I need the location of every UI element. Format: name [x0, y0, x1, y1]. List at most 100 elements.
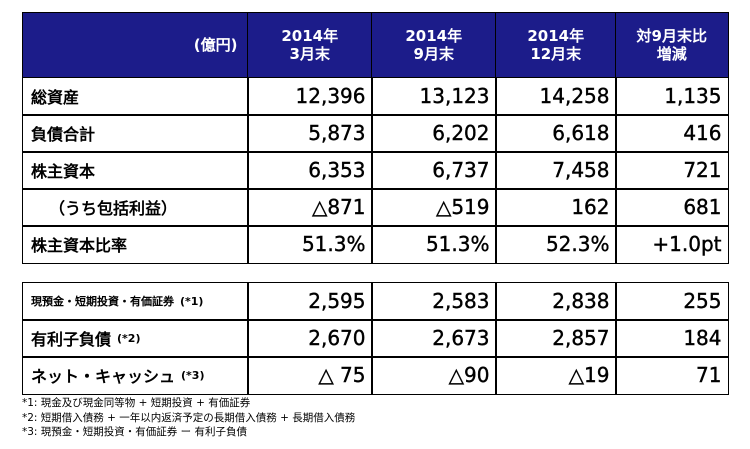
value: 6,737: [432, 158, 490, 183]
value: 12,396: [295, 84, 366, 109]
value-cell: +1.0pt: [615, 225, 729, 264]
value: 681: [683, 195, 722, 220]
row-note: (*2): [117, 331, 141, 345]
row-label: 現預金・短期投資・有価証券: [31, 295, 174, 309]
value-cell: 2,857: [495, 319, 617, 358]
row-label: 有利子負債: [31, 330, 112, 350]
row-note: (*1): [180, 294, 204, 308]
value: 721: [683, 158, 722, 183]
value: 51.3%: [301, 232, 366, 257]
value-cell: 12,396: [247, 77, 373, 116]
value-cell: △ 75: [247, 356, 373, 395]
footnote: *3: 現預金・短期投資・有価証券 ー 有利子負債: [22, 426, 247, 438]
row-label-cell: 現預金・短期投資・有価証券 (*1): [22, 282, 249, 321]
value: 416: [683, 121, 722, 146]
value-cell: 184: [615, 319, 729, 358]
value: 6,353: [308, 158, 366, 183]
value-cell: 51.3%: [371, 225, 497, 264]
value-cell: 14,258: [495, 77, 617, 116]
value: 2,595: [308, 289, 366, 314]
value: △90: [448, 363, 490, 388]
header-line: 増減: [656, 45, 687, 63]
value-cell: 13,123: [371, 77, 497, 116]
value-cell: 2,583: [371, 282, 497, 321]
row-label-cell: 株主資本: [22, 151, 249, 190]
row-label-cell: 株主資本比率: [22, 225, 249, 264]
value-cell: 71: [615, 356, 729, 395]
value: 1,135: [664, 84, 722, 109]
row-label-cell: ネット・キャッシュ (*3): [22, 356, 249, 395]
value: 2,857: [552, 326, 610, 351]
value-cell: 2,838: [495, 282, 617, 321]
value: 13,123: [419, 84, 490, 109]
value: △871: [311, 195, 366, 220]
header-line: 対9月末比: [636, 27, 707, 45]
footnote: *1: 現金及び現金同等物 + 短期投資 + 有価証券: [22, 397, 251, 409]
header-cell: 対9月末比 増減: [615, 12, 729, 78]
row-note: (*3): [181, 368, 205, 382]
value-cell: 6,737: [371, 151, 497, 190]
value-cell: 2,670: [247, 319, 373, 358]
value: 14,258: [539, 84, 610, 109]
value-cell: 416: [615, 114, 729, 153]
value: △519: [435, 195, 490, 220]
value-cell: 162: [495, 188, 617, 227]
row-label-cell: 負債合計: [22, 114, 249, 153]
value: △ 75: [318, 363, 366, 388]
value-cell: 52.3%: [495, 225, 617, 264]
row-label: （うち包括利益）: [49, 199, 178, 219]
value-cell: 7,458: [495, 151, 617, 190]
header-line: 2014年: [405, 27, 463, 45]
value: 71: [696, 363, 722, 388]
value-cell: △19: [495, 356, 617, 395]
value: △19: [568, 363, 610, 388]
header-line: 2014年: [527, 27, 585, 45]
header-text: 対9月末比 増減: [637, 27, 707, 63]
header-cell: 2014年 9月末: [371, 12, 497, 78]
value: 52.3%: [545, 232, 610, 257]
row-label-cell: 総資産: [22, 77, 249, 116]
value: 162: [571, 195, 610, 220]
value: +1.0pt: [652, 232, 722, 257]
row-label-cell: （うち包括利益）: [22, 188, 249, 227]
row-label-cell: 有利子負債 (*2): [22, 319, 249, 358]
value: 184: [683, 326, 722, 351]
row-label: ネット・キャッシュ: [31, 367, 176, 387]
value-cell: 1,135: [615, 77, 729, 116]
value: 2,838: [552, 289, 610, 314]
value-cell: 2,595: [247, 282, 373, 321]
header-line: 3月末: [289, 45, 330, 63]
value-cell: 6,618: [495, 114, 617, 153]
row-label: 総資産: [31, 88, 80, 108]
value-cell: 6,353: [247, 151, 373, 190]
value-cell: 51.3%: [247, 225, 373, 264]
footnote: *2: 短期借入債務 + 一年以内返済予定の長期借入債務 + 長期借入債務: [22, 411, 356, 424]
value-cell: △90: [371, 356, 497, 395]
row-label: 株主資本比率: [31, 236, 128, 256]
value: 5,873: [308, 121, 366, 146]
value: 7,458: [552, 158, 610, 183]
value: 6,618: [552, 121, 610, 146]
row-label: 負債合計: [31, 125, 96, 145]
value: 51.3%: [425, 232, 490, 257]
header-line: 12月末: [530, 45, 582, 63]
value-cell: △871: [247, 188, 373, 227]
header-cell: 2014年 3月末: [247, 12, 373, 78]
value-cell: 721: [615, 151, 729, 190]
value: 2,673: [432, 326, 490, 351]
unit-label: (億円): [193, 36, 238, 54]
value-cell: △519: [371, 188, 497, 227]
header-line: 9月末: [413, 45, 454, 63]
value: 6,202: [432, 121, 490, 146]
header-line: 2014年: [281, 27, 339, 45]
value-cell: 2,673: [371, 319, 497, 358]
header-unit: (億円): [22, 12, 249, 78]
value: 2,670: [308, 326, 366, 351]
value-cell: 681: [615, 188, 729, 227]
value-cell: 255: [615, 282, 729, 321]
value: 255: [683, 289, 722, 314]
value-cell: 6,202: [371, 114, 497, 153]
header-text: 2014年 9月末: [405, 27, 462, 63]
value: 2,583: [432, 289, 490, 314]
